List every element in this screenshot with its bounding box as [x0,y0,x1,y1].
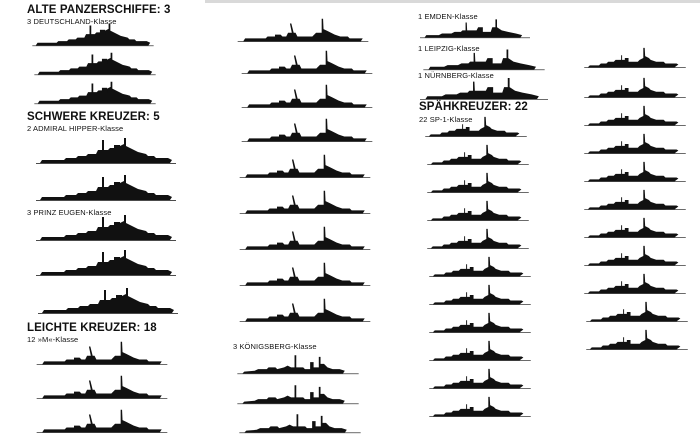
ship-silhouette-sp1-15 [584,132,686,156]
ship-silhouette-sp1-10 [428,367,532,391]
ship-silhouette-sp1-9 [428,339,532,363]
ship-silhouette-m-klasse-4 [234,16,372,44]
heading-alte-panzerschiffe: ALTE PANZERSCHIFFE: 3 [27,4,171,16]
ship-silhouette-m-klasse-3 [32,407,172,435]
ship-silhouette-sp1-8 [428,311,532,335]
ship-silhouette-deutschland-1 [24,22,162,48]
ship-silhouette-sp1-21 [586,300,688,324]
ship-silhouette-prinz-eugen-1 [28,213,184,243]
ship-silhouette-prinz-eugen-3 [30,286,186,316]
ship-silhouette-leipzig [420,46,548,72]
ship-silhouette-emden [420,16,530,40]
ship-silhouette-sp1-18 [584,216,686,240]
ship-silhouette-sp1-5 [426,227,530,251]
ship-silhouette-deutschland-3 [28,80,162,106]
ship-silhouette-sp1-16 [584,160,686,184]
ship-silhouette-admiral-hipper-2 [28,173,184,203]
ship-silhouette-m-klasse-1 [32,339,172,367]
ship-silhouette-sp1-6 [428,255,532,279]
ship-silhouette-deutschland-2 [28,51,162,77]
ship-silhouette-m-klasse-6 [238,82,376,110]
ship-silhouette-m-klasse-11 [236,260,374,288]
label-prinz-eugen-klasse: 3 PRINZ EUGEN-Klasse [27,208,112,217]
ship-silhouette-sp1-4 [426,199,530,223]
heading-spaehkreuzer: SPÄHKREUZER: 22 [419,101,528,113]
ship-silhouette-m-klasse-5 [238,48,376,76]
label-sp1-klasse: 22 SP-1-Klasse [419,115,473,124]
ship-silhouette-koenigsberg-3 [236,409,364,435]
ship-silhouette-m-klasse-8 [236,152,374,180]
ship-silhouette-m-klasse-9 [236,188,374,216]
ship-silhouette-nuernberg [420,74,548,102]
ship-silhouette-prinz-eugen-2 [28,248,184,278]
ship-silhouette-m-klasse-10 [236,224,374,252]
label-nuernberg-klasse: 1 NÜRNBERG-Klasse [418,71,494,80]
ship-silhouette-sp1-14 [584,104,686,128]
ship-silhouette-sp1-11 [428,395,532,419]
ship-silhouette-sp1-17 [584,188,686,212]
ship-silhouette-sp1-3 [426,171,530,195]
ship-silhouette-sp1-12 [584,46,686,70]
label-deutschland-klasse: 3 DEUTSCHLAND-Klasse [27,17,117,26]
ship-silhouette-sp1-19 [584,244,686,268]
label-m-klasse: 12 »M«-Klasse [27,335,79,344]
top-border-strip [205,0,700,3]
ship-silhouette-sp1-1 [424,115,528,139]
label-admiral-hipper-klasse: 2 ADMIRAL HIPPER-Klasse [27,124,124,133]
ship-silhouette-m-klasse-12 [236,296,374,324]
heading-schwere-kreuzer: SCHWERE KREUZER: 5 [27,111,160,123]
label-leipzig-klasse: 1 LEIPZIG-Klasse [418,44,480,53]
heading-leichte-kreuzer: LEICHTE KREUZER: 18 [27,322,157,334]
ship-silhouette-m-klasse-7 [238,116,376,144]
ship-silhouette-sp1-2 [426,143,530,167]
label-emden-klasse: 1 EMDEN-Klasse [418,12,478,21]
ship-silhouette-koenigsberg-2 [234,380,362,406]
ship-silhouette-sp1-7 [428,283,532,307]
label-koenigsberg-klasse: 3 KÖNIGSBERG-Klasse [233,342,317,351]
ship-silhouette-koenigsberg-1 [234,350,362,376]
ship-silhouette-sp1-20 [584,272,686,296]
ship-silhouette-m-klasse-2 [32,373,172,401]
ship-silhouette-sp1-13 [584,76,686,100]
ship-silhouette-admiral-hipper-1 [28,136,184,166]
ship-silhouette-sp1-22 [586,328,688,352]
